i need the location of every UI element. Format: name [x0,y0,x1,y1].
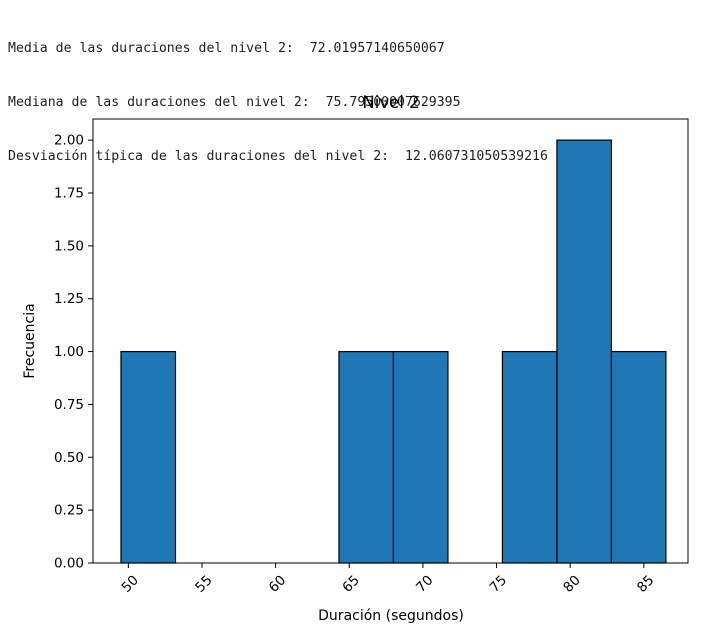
chart-title: Nivel 2 [362,93,419,112]
histogram-bars [120,139,667,564]
histogram-bar-9 [610,350,667,564]
histogram-chart: Nivel 2 0.00 0.25 0.50 0.75 1.00 1.25 1.50 1.75… [22,93,689,624]
histogram-bar-7 [501,350,558,564]
x-axis-ticks: 50 55 60 65 70 75 80 85 [118,563,657,596]
y-tick-label: 2.00 [54,133,84,149]
median-output-line: Mediana de las duraciones del nivel 2: 7… [8,95,461,110]
cell-output-text: Media de las duraciones del nivel 2: 72.… [8,4,548,184]
x-tick-label: 65 [339,572,362,595]
y-tick-label: 0.25 [54,503,84,519]
x-tick-label: 80 [560,572,583,595]
mean-output-line: Media de las duraciones del nivel 2: 72.… [8,41,445,56]
x-tick-label: 55 [192,572,215,595]
y-tick-label: 0.50 [54,450,84,466]
y-tick-label: 0.75 [54,397,84,413]
x-tick-label: 50 [118,572,141,595]
x-tick-label: 75 [487,572,510,595]
y-tick-label: 1.50 [54,238,84,254]
histogram-bar-4 [338,350,395,564]
y-axis-ticks: 0.00 0.25 0.50 0.75 1.00 1.25 1.50 1.75 2.00 [54,133,93,572]
y-tick-label: 1.25 [54,291,84,307]
y-tick-label: 1.00 [54,344,84,360]
std-dev-output-line: Desviación típica de las duraciones del … [8,149,548,164]
histogram-bar-0 [120,350,177,564]
x-tick-label: 85 [634,572,657,595]
y-tick-label: 0.00 [54,556,84,572]
x-tick-label: 70 [413,572,436,595]
y-axis-label: Frecuencia [22,303,38,378]
y-tick-label: 1.75 [54,186,84,202]
x-tick-label: 60 [266,572,289,595]
x-axis-label: Duración (segundos) [318,608,464,624]
plot-frame [92,118,689,564]
histogram-bar-5 [392,350,449,564]
histogram-bar-8 [556,139,613,564]
